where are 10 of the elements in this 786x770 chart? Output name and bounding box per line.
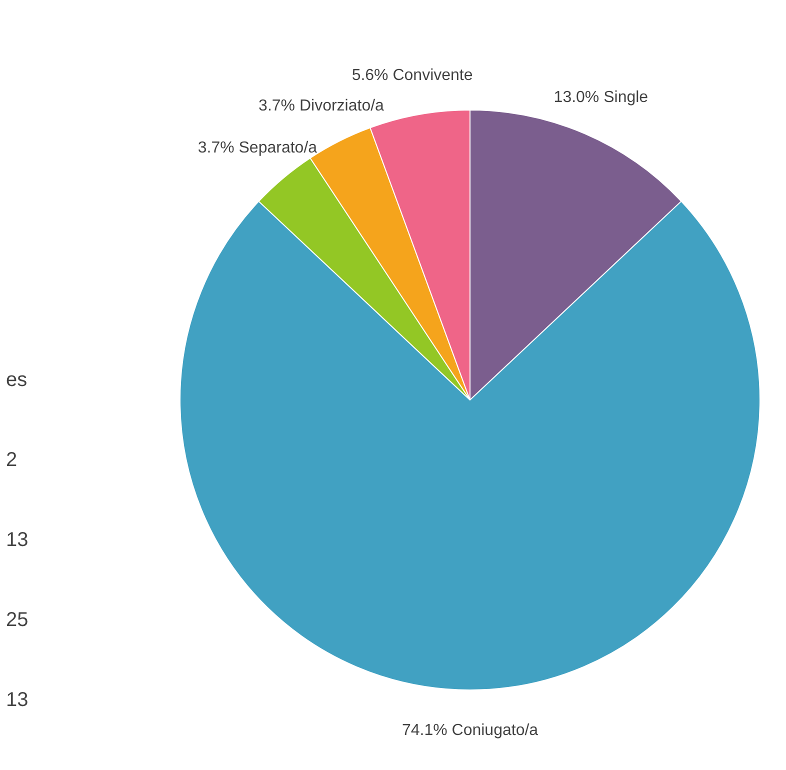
slice-label: 13.0% Single <box>554 89 648 106</box>
text: 25 <box>6 609 28 631</box>
slice-label: 3.7% Divorziato/a <box>258 97 384 114</box>
text: 13 <box>6 689 28 711</box>
slice-label: 74.1% Coniugato/a <box>402 722 538 739</box>
text: 13 <box>6 529 28 551</box>
slice-label: 5.6% Convivente <box>352 67 473 84</box>
text: es <box>6 369 28 391</box>
text: 2 <box>6 449 18 471</box>
slice-label: 3.7% Separato/a <box>198 140 318 157</box>
